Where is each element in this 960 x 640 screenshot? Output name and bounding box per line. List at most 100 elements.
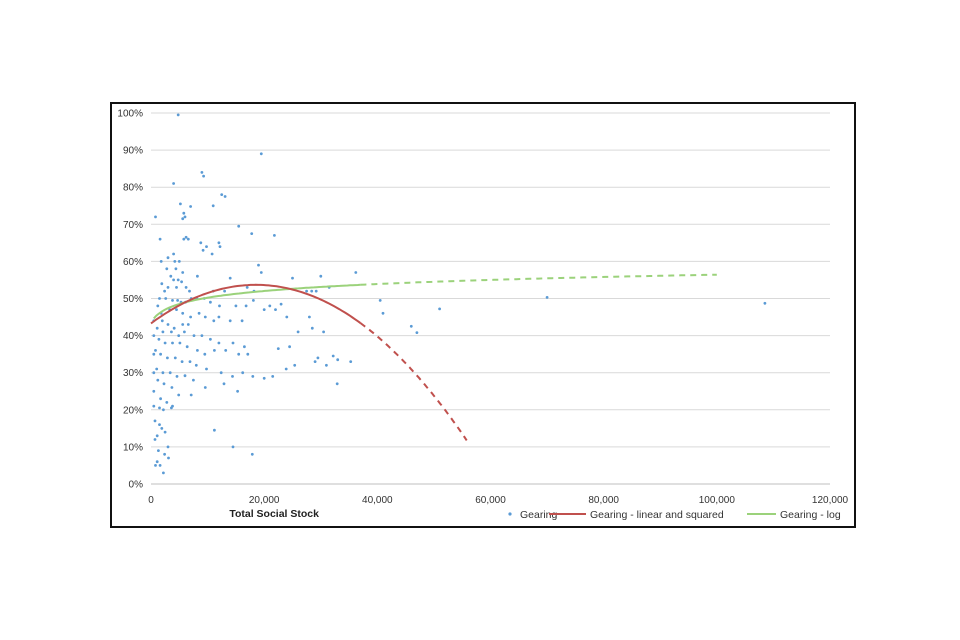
data-point [183,374,187,378]
data-point [154,464,157,467]
data-point [336,358,340,362]
data-point [200,334,204,337]
y-tick-label: 40% [123,331,143,342]
data-point [159,352,162,356]
y-tick-label: 80% [123,183,143,194]
data-point [325,363,328,367]
data-point [166,356,169,360]
data-point [259,271,263,274]
data-point [213,349,216,352]
scatter-points [152,113,767,475]
data-point [313,360,317,363]
data-point [209,337,212,341]
y-tick-label: 50% [123,294,143,305]
data-point [186,323,190,326]
data-point [172,278,175,282]
data-point [183,215,187,219]
data-point [212,319,216,323]
data-point [250,452,254,456]
data-point [166,323,170,326]
data-point [158,237,162,241]
data-point [175,308,178,311]
data-point [244,304,248,308]
data-point [409,324,413,328]
data-point [288,345,291,349]
data-point [161,371,165,375]
data-point [234,304,238,308]
data-point [237,224,241,228]
data-point [178,341,182,345]
data-point [155,434,159,438]
data-point [240,319,244,323]
data-point [203,315,207,319]
data-point [160,427,164,430]
data-point [166,445,170,449]
data-point [319,274,323,278]
data-point [218,304,221,308]
data-point [164,297,168,300]
data-point [163,289,166,293]
data-point [153,438,157,441]
y-tick-label: 20% [123,405,143,416]
data-point [157,337,161,341]
data-point [194,363,198,367]
data-point [284,367,288,371]
data-point [199,241,203,245]
data-point [220,193,224,196]
data-point [217,341,221,345]
data-point [152,404,156,408]
data-point [177,393,181,397]
log-line-dashed [360,273,717,286]
data-point [228,319,232,323]
data-point [322,330,325,334]
data-point [160,282,164,286]
data-point [203,352,207,356]
data-point [153,419,157,423]
data-point [335,382,339,386]
data-point [241,371,245,375]
data-point [167,456,170,460]
data-point [162,471,165,475]
chart-frame: 0% 10% 20% 30% 40% 50% 60% 70% 80% 90% 100% 0 20,00… [110,102,856,528]
data-point [188,360,192,363]
data-point [156,378,160,382]
x-tick-label: 20,000 [249,495,280,506]
legend-label-linear-squared: Gearing - linear and squared [590,509,724,521]
data-point [189,393,193,397]
chart: 0% 10% 20% 30% 40% 50% 60% 70% 80% 90% 100% 0 20,00… [117,109,848,522]
data-point [165,267,169,271]
data-point [251,375,255,378]
data-point [381,311,385,315]
data-point [176,278,180,282]
data-point [305,289,308,293]
data-point [152,371,156,375]
data-point [165,401,169,404]
data-point [763,301,767,305]
data-point [175,375,179,378]
data-point [331,354,335,358]
data-point [246,352,250,356]
data-point [209,300,212,304]
data-point [210,252,214,256]
y-tick-label: 60% [123,257,143,268]
data-point [222,382,226,386]
y-tick-label: 0% [129,480,144,491]
data-point [181,271,185,274]
data-point [293,363,297,367]
data-point [228,276,232,280]
data-point [354,271,358,274]
data-point [159,260,163,263]
data-point [158,464,162,467]
data-point [231,375,234,378]
data-point [285,315,289,319]
data-point [217,315,221,319]
data-point [157,449,160,452]
data-point [154,349,157,352]
data-point [291,276,294,280]
data-point [205,245,208,249]
data-point [279,302,283,306]
data-point [271,375,275,378]
legend-label-log: Gearing - log [780,509,841,521]
data-point [192,378,195,382]
data-point [170,330,173,334]
